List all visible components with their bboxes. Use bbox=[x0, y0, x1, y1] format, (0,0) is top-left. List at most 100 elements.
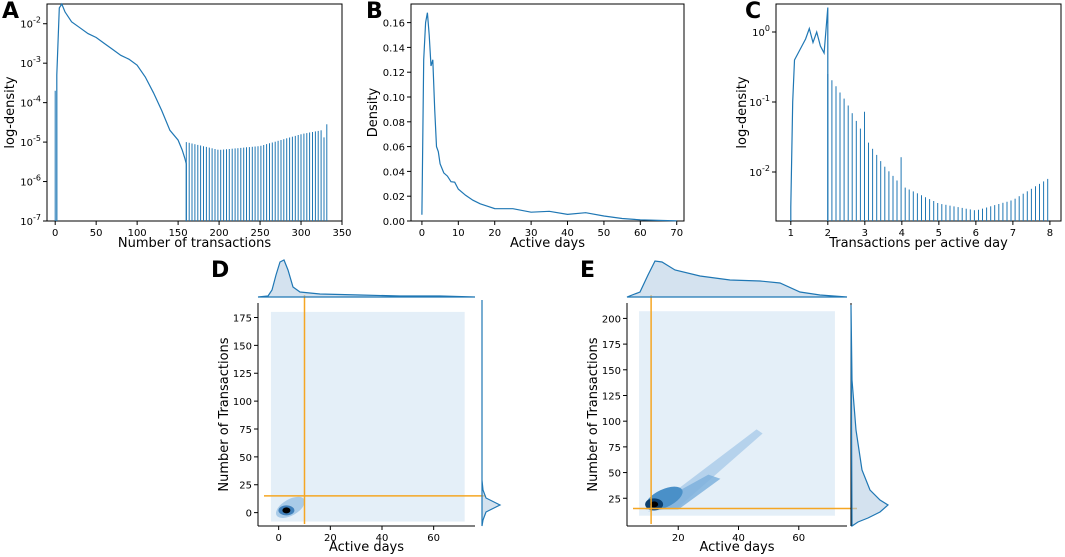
chart-a: 0 50 100 150 200 250 300 35010-710-610-510-410-… bbox=[3, 2, 352, 251]
density-line-c bbox=[790, 7, 829, 222]
panel-letter-d: D bbox=[211, 258, 229, 283]
x-tick-label-a: 100 bbox=[128, 228, 147, 239]
y-tick-label-b: 0.12 bbox=[383, 68, 405, 79]
density-line-b bbox=[421, 12, 677, 222]
y-tick-label-e: 200 bbox=[602, 314, 621, 325]
y-tick-label-b: 0.14 bbox=[383, 43, 405, 54]
y-tick-label-e: 150 bbox=[602, 366, 621, 377]
x-tick-label-a: 350 bbox=[332, 228, 351, 239]
x-tick-label-d: 0 bbox=[275, 533, 281, 544]
x-tick-label-b: 70 bbox=[670, 228, 683, 239]
panel-letter-e: E bbox=[580, 258, 595, 283]
y-tick-label-c: 100 bbox=[752, 24, 770, 39]
y-tick-label-a: 10-6 bbox=[20, 174, 41, 189]
y-tick-label-a: 10-5 bbox=[20, 134, 41, 149]
x-axis-label-d: Active days bbox=[329, 540, 404, 555]
x-tick-label-c: 8 bbox=[1047, 228, 1053, 239]
y-tick-label-e: 75 bbox=[608, 443, 621, 454]
x-tick-label-c: 3 bbox=[862, 228, 868, 239]
y-tick-label-c: 10-2 bbox=[749, 164, 770, 179]
y-axis-label-c: log-density bbox=[735, 76, 750, 148]
y-tick-label-b: 0.08 bbox=[383, 118, 405, 129]
y-tick-label-a-base: 10 bbox=[20, 20, 33, 31]
x-tick-label-d: 60 bbox=[427, 533, 440, 544]
y-tick-label-a-exp: -5 bbox=[33, 134, 41, 143]
y-tick-label-d: 25 bbox=[239, 481, 252, 492]
kde-peak-d bbox=[282, 507, 291, 514]
y-tick-label-c-exp: -2 bbox=[762, 164, 770, 173]
x-tick-label-c: 6 bbox=[973, 228, 979, 239]
x-tick-label-c: 1 bbox=[788, 228, 794, 239]
panel-letter-b: B bbox=[366, 0, 383, 24]
x-tick-label-a: 0 bbox=[52, 228, 58, 239]
y-tick-label-a: 10-4 bbox=[20, 95, 41, 110]
x-tick-label-c: 5 bbox=[936, 228, 942, 239]
region-rect-d bbox=[270, 311, 465, 522]
x-axis-label-e: Active days bbox=[699, 540, 774, 555]
x-tick-label-a: 50 bbox=[90, 228, 103, 239]
y-tick-label-a-base: 10 bbox=[20, 59, 33, 70]
x-axis-label-c: Transactions per active day bbox=[828, 236, 1008, 251]
y-tick-label-d: 50 bbox=[239, 453, 252, 464]
y-tick-label-a-base: 10 bbox=[20, 138, 33, 149]
y-tick-label-d: 75 bbox=[239, 425, 252, 436]
y-axis-label-d: Number of Transactions bbox=[217, 337, 232, 491]
y-axis-label-a: log-density bbox=[3, 76, 18, 148]
x-tick-label-c: 2 bbox=[825, 228, 831, 239]
x-tick-label-e: 20 bbox=[672, 533, 685, 544]
y-tick-label-a-exp: -7 bbox=[33, 213, 41, 222]
x-tick-label-e: 40 bbox=[732, 533, 745, 544]
y-tick-label-e: 125 bbox=[602, 391, 621, 402]
y-tick-label-c: 10-1 bbox=[749, 94, 770, 109]
x-tick-label-b: 30 bbox=[525, 228, 538, 239]
y-tick-label-d: 150 bbox=[233, 341, 252, 352]
x-tick-label-b: 50 bbox=[598, 228, 611, 239]
x-axis-label-a: Number of transactions bbox=[118, 236, 271, 251]
y-tick-label-d: 175 bbox=[233, 313, 252, 324]
x-tick-label-a: 150 bbox=[169, 228, 188, 239]
kde-peak-e bbox=[650, 501, 659, 508]
x-tick-label-b: 20 bbox=[488, 228, 501, 239]
panel-letter-c: C bbox=[745, 0, 761, 24]
y-tick-label-d: 0 bbox=[246, 509, 252, 520]
x-tick-label-d: 20 bbox=[324, 533, 337, 544]
x-tick-label-b: 60 bbox=[634, 228, 647, 239]
x-tick-label-e: 60 bbox=[792, 533, 805, 544]
y-tick-label-d: 100 bbox=[233, 397, 252, 408]
region-rect-e bbox=[639, 311, 835, 516]
x-tick-label-b: 10 bbox=[452, 228, 465, 239]
y-tick-label-e: 100 bbox=[602, 417, 621, 428]
y-tick-label-a-exp: -3 bbox=[33, 55, 41, 64]
right-marginal-density-e bbox=[850, 304, 890, 528]
y-tick-label-b: 0.00 bbox=[383, 217, 405, 228]
x-tick-label-a: 250 bbox=[251, 228, 270, 239]
x-tick-label-a: 200 bbox=[210, 228, 229, 239]
right-marginal-density-d bbox=[481, 300, 502, 527]
y-tick-label-a-exp: -6 bbox=[33, 174, 41, 183]
top-marginal-density-e bbox=[626, 260, 848, 298]
y-tick-label-a: 10-2 bbox=[20, 16, 41, 31]
x-tick-label-b: 40 bbox=[561, 228, 574, 239]
y-tick-label-b: 0.06 bbox=[383, 143, 405, 154]
y-tick-label-c-base: 10 bbox=[749, 98, 762, 109]
chart-d: 0 20 40 60 0 25 50 75 100 125 150 175 Active days Num… bbox=[217, 259, 502, 555]
y-tick-label-a-base: 10 bbox=[20, 178, 33, 189]
y-tick-label-a-exp: -4 bbox=[33, 95, 41, 104]
y-tick-label-e: 175 bbox=[602, 340, 621, 351]
y-tick-label-c-exp: 0 bbox=[765, 24, 770, 33]
y-tick-label-b: 0.04 bbox=[383, 167, 405, 178]
x-axis-label-b: Active days bbox=[510, 236, 585, 251]
plot-frame-c bbox=[775, 3, 1062, 222]
y-tick-label-a-base: 10 bbox=[20, 217, 33, 228]
y-tick-label-d: 125 bbox=[233, 369, 252, 380]
panel-letter-a: A bbox=[2, 0, 19, 24]
y-tick-label-b: 0.02 bbox=[383, 192, 405, 203]
y-tick-label-a: 10-7 bbox=[20, 213, 41, 228]
y-tick-label-a-base: 10 bbox=[20, 99, 33, 110]
x-tick-label-a: 300 bbox=[291, 228, 310, 239]
chart-e: 20 40 60 25 50 75 100 125 150 175 200 Active days Nu… bbox=[586, 260, 890, 555]
y-tick-label-c-exp: -1 bbox=[762, 94, 770, 103]
y-axis-label-e: Number of Transactions bbox=[586, 337, 601, 491]
